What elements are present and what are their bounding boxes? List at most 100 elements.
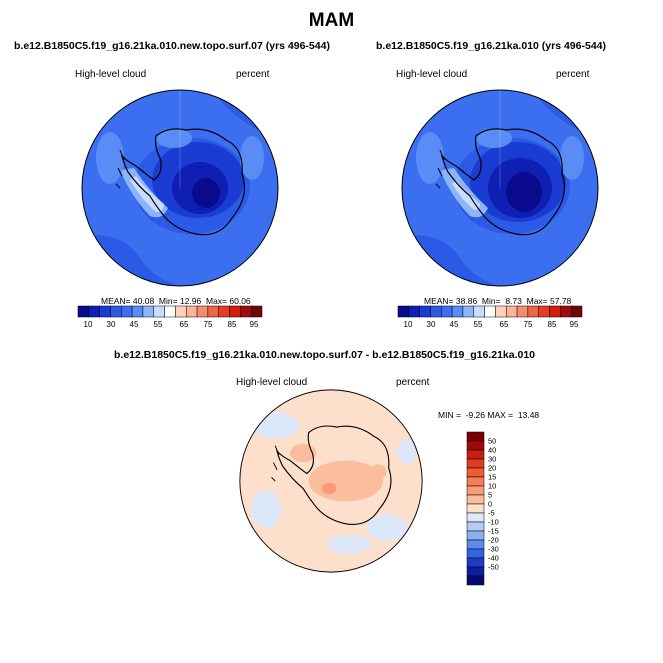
panel1-colorbar: [77, 305, 263, 318]
cb3-tick: -50: [488, 562, 499, 572]
colorbar-swatch: [121, 305, 133, 318]
cb3-tick: 20: [488, 463, 497, 473]
panel1-stats: MEAN= 40.08 Min= 12.96 Max= 60.06: [101, 296, 251, 306]
colorbar-swatch: [99, 305, 111, 318]
colorbar-swatch: [196, 305, 209, 318]
colorbar-swatch: [484, 305, 496, 318]
colorbar-swatch: [466, 566, 485, 577]
cb1-tick: 65: [179, 320, 189, 329]
colorbar-swatch: [164, 305, 176, 318]
cb3-tick: 15: [488, 472, 497, 482]
colorbar-swatch: [153, 305, 165, 318]
colorbar-swatch: [466, 476, 485, 487]
panel1-colorbar-ticks: 10 30 45 55 65 75 85 95: [78, 320, 262, 330]
cb1-tick: 85: [227, 320, 237, 329]
colorbar-swatch: [495, 305, 507, 318]
panel3-stats: MIN = -9.26 MAX = 13.48: [438, 410, 540, 420]
colorbar-swatch: [466, 539, 485, 550]
colorbar-swatch: [451, 305, 464, 318]
cb3-tick: 0: [488, 499, 493, 509]
cb2-tick: 10: [403, 320, 413, 329]
cb2-tick: 95: [569, 320, 579, 329]
panel3-colorbar: [466, 431, 485, 586]
cb3-tick: -15: [488, 526, 499, 536]
cb2-tick: 45: [449, 320, 459, 329]
colorbar-swatch: [408, 305, 420, 318]
colorbar-swatch: [466, 458, 485, 469]
colorbar-swatch: [516, 305, 529, 318]
cb3-tick: 5: [488, 490, 493, 500]
colorbar-swatch: [207, 305, 219, 318]
panel1-map: [81, 89, 279, 287]
cb2-tick: 85: [547, 320, 557, 329]
colorbar-swatch: [466, 575, 485, 586]
colorbar-swatch: [466, 503, 485, 514]
cb3-tick: 50: [488, 436, 497, 446]
colorbar-swatch: [250, 305, 263, 318]
panel1-units: percent: [236, 69, 270, 80]
cb3-tick: 30: [488, 454, 497, 464]
panel2-colorbar: [397, 305, 583, 318]
colorbar-swatch: [466, 440, 485, 451]
colorbar-swatch: [505, 305, 518, 318]
panel3-variable: High-level cloud: [236, 377, 308, 388]
panel1-title: b.e12.B1850C5.f19_g16.21ka.010.new.topo.…: [14, 40, 330, 52]
colorbar-swatch: [142, 305, 155, 318]
colorbar-swatch: [549, 305, 561, 318]
panel3-map: [239, 389, 423, 573]
colorbar-swatch: [466, 521, 485, 532]
colorbar-swatch: [397, 305, 410, 318]
colorbar-swatch: [466, 485, 485, 496]
colorbar-swatch: [430, 305, 442, 318]
cb2-tick: 65: [499, 320, 509, 329]
panel1-variable: High-level cloud: [75, 69, 147, 80]
colorbar-swatch: [185, 305, 198, 318]
panel2-title: b.e12.B1850C5.f19_g16.21ka.010 (yrs 496-…: [376, 40, 606, 52]
cb2-tick: 55: [473, 320, 483, 329]
cb2-tick: 75: [523, 320, 533, 329]
colorbar-swatch: [77, 305, 90, 318]
panel2-variable: High-level cloud: [396, 69, 468, 80]
colorbar-swatch: [175, 305, 187, 318]
cb1-tick: 10: [83, 320, 93, 329]
colorbar-swatch: [466, 431, 485, 442]
colorbar-swatch: [441, 305, 453, 318]
colorbar-swatch: [218, 305, 230, 318]
colorbar-swatch: [88, 305, 100, 318]
colorbar-swatch: [560, 305, 572, 318]
colorbar-swatch: [466, 512, 485, 523]
colorbar-swatch: [240, 305, 252, 318]
panel3-colorbar-ticks: 50 40 30 20 15 10 5 0 -5 -10 -15 -20 -30 -40 -50: [488, 432, 508, 585]
cb3-tick: 40: [488, 445, 497, 455]
cb3-tick: 10: [488, 481, 497, 491]
panel2-colorbar-ticks: 10 30 45 55 65 75 85 95: [398, 320, 582, 330]
cb1-tick: 45: [129, 320, 139, 329]
colorbar-swatch: [229, 305, 241, 318]
panel3-title: b.e12.B1850C5.f19_g16.21ka.010.new.topo.…: [114, 349, 536, 361]
colorbar-swatch: [466, 494, 485, 505]
cb3-tick: -20: [488, 535, 499, 545]
panel2-stats: MEAN= 38.86 Min= 8.73 Max= 57.78: [424, 296, 572, 306]
cb3-tick: -30: [488, 544, 499, 554]
colorbar-swatch: [527, 305, 539, 318]
colorbar-swatch: [110, 305, 122, 318]
colorbar-swatch: [473, 305, 485, 318]
colorbar-swatch: [131, 305, 144, 318]
colorbar-swatch: [466, 530, 485, 541]
season-title: MAM: [308, 10, 355, 31]
colorbar-swatch: [466, 548, 485, 559]
colorbar-swatch: [466, 467, 485, 478]
cb2-tick: 30: [426, 320, 436, 329]
cb3-tick: -10: [488, 517, 499, 527]
cb1-tick: 75: [203, 320, 213, 329]
cb3-tick: -5: [488, 508, 495, 518]
colorbar-swatch: [466, 557, 485, 568]
colorbar-swatch: [419, 305, 431, 318]
panel2-units: percent: [556, 69, 590, 80]
cb1-tick: 95: [249, 320, 259, 329]
colorbar-swatch: [466, 449, 485, 460]
panel3-units: percent: [396, 377, 430, 388]
cb1-tick: 30: [106, 320, 116, 329]
colorbar-swatch: [538, 305, 550, 318]
colorbar-swatch: [570, 305, 583, 318]
